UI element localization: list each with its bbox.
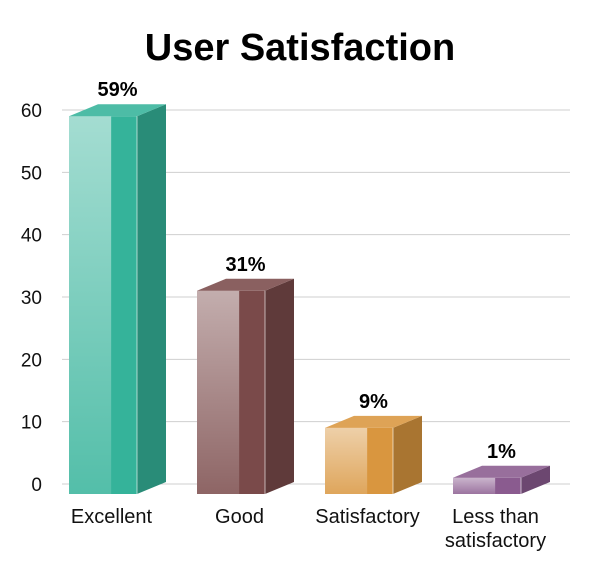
data-label: 59% [97, 79, 137, 101]
bar-side [393, 415, 422, 494]
x-tick-label: Satisfactory [315, 506, 419, 528]
bar-top [325, 415, 422, 428]
y-tick-label: 10 [21, 413, 42, 434]
chart-title: User Satisfaction [145, 27, 455, 69]
y-tick-label: 20 [21, 350, 42, 371]
bar-top [197, 278, 294, 291]
bar-top [69, 104, 166, 117]
bar [325, 415, 422, 494]
bar-highlight [325, 427, 368, 494]
y-axis-ticks: 0 10 20 30 40 50 60 [21, 101, 42, 496]
y-tick-label: 0 [31, 475, 42, 496]
bar-highlight [197, 290, 240, 494]
y-tick-label: 30 [21, 288, 42, 309]
bar-highlight [69, 116, 112, 494]
y-tick-label: 60 [21, 101, 42, 122]
data-label: 1% [487, 441, 516, 463]
x-tick-label: Less than satisfactory [445, 506, 546, 552]
bar-side [137, 104, 166, 494]
bar-side [265, 278, 294, 494]
bar-highlight [453, 477, 496, 494]
bar [69, 104, 166, 494]
data-label: 9% [359, 391, 388, 413]
y-tick-label: 50 [21, 163, 42, 184]
bars [69, 104, 550, 494]
data-labels: 59% 31% 9% 1% [97, 79, 516, 463]
bar [453, 465, 550, 494]
bar-top [453, 465, 550, 478]
x-tick-label: Excellent [71, 506, 153, 528]
bar-side [521, 465, 550, 494]
x-axis-labels: Excellent Good Satisfactory Less than satisf… [71, 506, 546, 552]
data-label: 31% [225, 254, 265, 276]
y-tick-label: 40 [21, 226, 42, 247]
x-tick-label: Good [215, 506, 264, 528]
bar [197, 278, 294, 494]
